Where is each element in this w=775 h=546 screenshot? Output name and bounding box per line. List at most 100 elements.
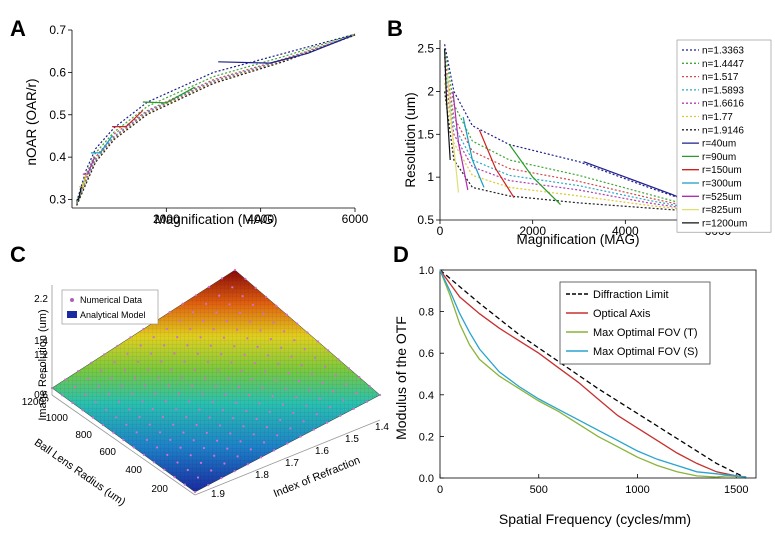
chart-c-data-point <box>158 431 162 434</box>
chart-c-data-point <box>293 339 296 342</box>
chart-a-series-9 <box>112 110 144 128</box>
chart-c-data-point <box>176 336 179 339</box>
chart-c-data-point <box>314 356 317 359</box>
chart-c-data-point <box>308 388 311 392</box>
chart-c-data-point <box>222 336 226 339</box>
chart-c-data-point <box>115 416 118 419</box>
chart-b-legend-label-8: r=90um <box>702 152 736 163</box>
chart-a-ytick-label-1: 0.4 <box>49 150 66 164</box>
chart-c-data-point <box>192 439 195 442</box>
chart-c-data-point <box>255 417 258 421</box>
chart-c-data-point <box>142 453 145 456</box>
chart-c-data-point <box>265 295 268 298</box>
chart-c-xtick-label-0: 1.4 <box>375 422 389 433</box>
chart-c-data-point <box>262 441 266 444</box>
chart-c-data-point <box>324 365 327 368</box>
chart-c-data-point <box>161 415 164 419</box>
chart-c-data-point <box>207 484 210 487</box>
chart-b-xtick-label-2: 4000 <box>612 224 639 238</box>
chart-c-data-point <box>211 400 214 404</box>
chart-c-data-point <box>277 363 280 366</box>
chart-c-data-point <box>196 352 199 355</box>
chart-d-legend-label-2: Max Optimal FOV (T) <box>593 327 698 339</box>
chart-c-data-point <box>280 346 283 349</box>
chart-c-data-point <box>175 408 178 411</box>
chart-c-axis-index <box>194 419 381 496</box>
chart-c-data-point <box>239 440 242 443</box>
chart-c-ztick-label-1: 1 <box>42 364 48 375</box>
chart-c-data-point <box>274 379 277 382</box>
chart-c-data-point <box>302 420 305 423</box>
chart-c-legend-label-0: Numerical Data <box>80 295 142 305</box>
chart-c-data-point <box>120 384 123 388</box>
chart-c-data-point <box>189 454 192 457</box>
chart-c-zlabel: Image Resolution (um) <box>37 309 49 420</box>
chart-c-data-point <box>298 380 301 383</box>
chart-c-data-point <box>181 302 184 305</box>
chart-c-data-point <box>303 347 306 351</box>
chart-d-series-1 <box>439 269 747 478</box>
chart-c-data-point <box>223 462 226 465</box>
chart-c-data-point <box>186 344 189 347</box>
chart-c-data-point <box>74 386 77 389</box>
chart-d-ylabel: Modulus of the OTF <box>393 316 409 440</box>
chart-c-legend-swatch-0 <box>70 298 74 302</box>
chart-c-data-point <box>113 361 116 364</box>
chart-c-data-point <box>249 320 252 323</box>
chart-b-xtick-label-1: 2000 <box>519 224 546 238</box>
chart-a-series-10 <box>90 135 113 154</box>
chart-c-data-point <box>94 401 97 404</box>
chart-c-data-point <box>144 384 147 387</box>
chart-d-xtick-label-0: 0 <box>437 484 443 496</box>
chart-c-data-point <box>202 319 205 322</box>
chart-a-series-6 <box>76 34 356 206</box>
chart-c-data-point <box>50 386 54 390</box>
chart-c-data-point <box>188 400 191 403</box>
chart-b-legend-label-10: r=300um <box>702 179 742 190</box>
chart-b-legend-label-7: r=40um <box>702 139 736 150</box>
chart-a-ylabel: nOAR (OAR/r) <box>24 78 39 165</box>
chart-c-data-point <box>265 426 268 429</box>
chart-b-ytick-label-2: 1.5 <box>417 127 434 141</box>
chart-c-data-point <box>281 403 285 406</box>
chart-c-data-point <box>102 424 105 427</box>
chart-c-data-point <box>194 294 197 297</box>
chart-c-data-point <box>97 385 100 388</box>
chart-c-data-point <box>268 410 271 413</box>
chart-c-data-point <box>352 407 355 410</box>
chart-c-data-point <box>232 417 235 420</box>
chart-c-data-point <box>196 476 200 479</box>
chart-c-data-point <box>167 384 170 387</box>
chart-c-data-point <box>218 294 221 297</box>
chart-c-data-point <box>151 408 154 411</box>
chart-a-series-12 <box>79 173 87 188</box>
chart-c-xtick-label-5: 1.9 <box>211 489 225 500</box>
chart-c-data-point <box>179 446 182 449</box>
chart-c-data-point <box>339 414 342 417</box>
chart-d-series-3 <box>439 269 747 478</box>
chart-c-data-point <box>186 468 189 472</box>
chart-c-xtick-label-3: 1.7 <box>285 458 299 469</box>
chart-c-data-point <box>296 322 299 325</box>
chart-c-data-point <box>256 345 259 348</box>
chart-c-data-point <box>204 377 207 380</box>
chart-b-xlabel: Magnification (MAG) <box>516 232 639 247</box>
chart-c-data-point <box>253 362 256 365</box>
chart-d-legend-label-0: Diffraction Limit <box>593 289 669 301</box>
chart-c-data-point <box>220 277 223 280</box>
chart-c-data-point <box>116 344 119 347</box>
chart-c-data-point <box>170 368 173 371</box>
chart-c-data-point <box>235 401 238 404</box>
chart-c-data-point <box>198 408 201 411</box>
panel-label-a: A <box>10 16 26 41</box>
chart-c-data-point <box>156 446 159 449</box>
chart-b-series-12 <box>446 74 460 193</box>
chart-c-data-point <box>347 367 350 370</box>
chart-c-data-point <box>172 423 175 426</box>
chart-c-data-point <box>273 449 276 452</box>
chart-b-legend-label-3: n=1.5893 <box>702 85 744 96</box>
chart-b-legend-label-4: n=1.6616 <box>702 99 744 110</box>
chart-a-ytick-label-4: 0.7 <box>49 23 66 37</box>
chart-c-data-point <box>129 336 132 339</box>
